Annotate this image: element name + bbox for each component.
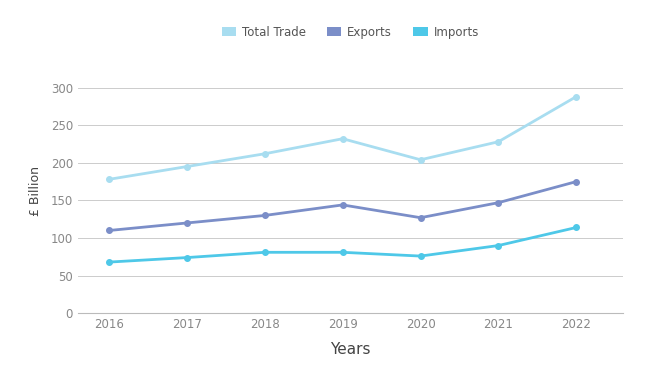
X-axis label: Years: Years bbox=[330, 342, 371, 357]
Y-axis label: £ Billion: £ Billion bbox=[29, 166, 42, 216]
Legend: Total Trade, Exports, Imports: Total Trade, Exports, Imports bbox=[217, 21, 484, 43]
